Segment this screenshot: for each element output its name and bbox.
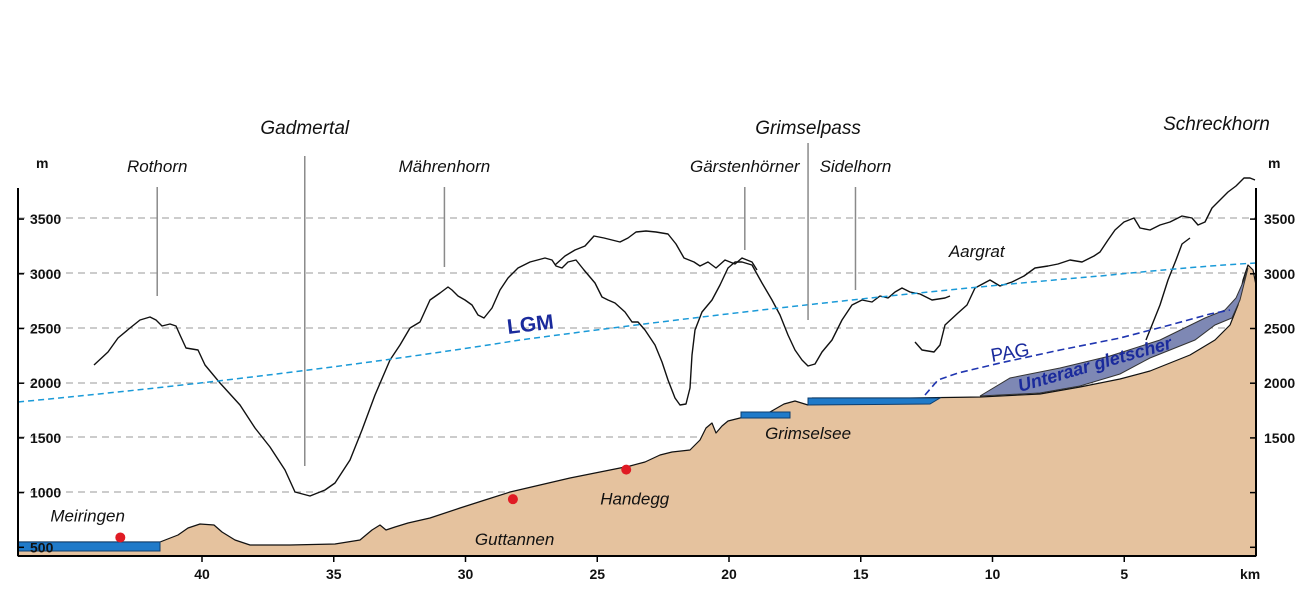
y-tick-label-left: 3500 [30, 211, 61, 227]
pag-label: PAG [989, 340, 1031, 367]
y-tick-label-left: 500 [30, 539, 54, 555]
x-tick-label: 40 [194, 566, 210, 582]
x-tick-label: 15 [853, 566, 869, 582]
y-tick-label-right: 3000 [1264, 266, 1295, 282]
place-labels: Meiringen Guttannen Handegg Grimselsee [50, 424, 851, 549]
location-marker [621, 464, 632, 475]
y-tick-label-left: 3000 [30, 266, 61, 282]
peak-label: Rothorn [127, 157, 187, 176]
lgm-label: LGM [506, 310, 555, 339]
x-tick-label: 35 [326, 566, 342, 582]
x-tick-label: 5 [1120, 566, 1128, 582]
ridge-schreckhorn-spur [1145, 237, 1191, 341]
lake-grimselsee [807, 397, 942, 406]
peak-label: Gärstenhörner [690, 157, 801, 176]
unit-bottom: km [1240, 566, 1260, 582]
peak-label: Schreckhorn [1163, 114, 1270, 135]
peak-label: Sidelhorn [820, 157, 892, 176]
axis-labels: 500 1000 1500 1500 2000 2000 2500 2500 3000 3000 3… [30, 211, 1295, 582]
y-tick-label-left: 1500 [30, 430, 61, 446]
place-label: Guttannen [475, 530, 554, 549]
ridge-profiles [93, 177, 1256, 497]
x-tick-label: 20 [721, 566, 737, 582]
lgm-line [17, 262, 1257, 403]
x-tick-label: 30 [458, 566, 474, 582]
terrain-profile [17, 264, 1257, 557]
y-tick-label-left: 1000 [30, 485, 61, 501]
y-tick-label-left: 2500 [30, 321, 61, 337]
peak-label: Grimselpass [755, 118, 861, 139]
y-tick-label-left: 2000 [30, 375, 61, 391]
unteraar-glacier [979, 267, 1249, 397]
peak-label: Gadmertal [260, 118, 349, 139]
x-tick-label: 25 [589, 566, 605, 582]
y-tick-label-right: 1500 [1264, 430, 1295, 446]
y-tick-label-right: 2000 [1264, 375, 1295, 391]
peak-labels: Rothorn Gadmertal Mährenhorn Gärstenhörner G… [127, 114, 1270, 466]
place-label: Grimselsee [765, 424, 851, 443]
axis-ticks [18, 218, 1256, 562]
unit-left: m [36, 155, 48, 171]
location-marker [115, 532, 126, 543]
y-tick-label-right: 2500 [1264, 321, 1295, 337]
x-tick-label: 10 [985, 566, 1001, 582]
ridge-aargrat [914, 177, 1256, 353]
peak-label: Aargrat [948, 242, 1006, 261]
ridge-eastern [554, 230, 758, 271]
pag-line [924, 309, 1231, 396]
place-label: Meiringen [50, 506, 125, 525]
unit-right: m [1268, 155, 1280, 171]
place-label: Handegg [600, 490, 670, 509]
ridge-western [93, 257, 951, 497]
location-marker [507, 494, 518, 505]
y-tick-label-right: 3500 [1264, 211, 1295, 227]
lake-grimselsee-west [740, 411, 791, 419]
peak-label: Mährenhorn [399, 157, 491, 176]
